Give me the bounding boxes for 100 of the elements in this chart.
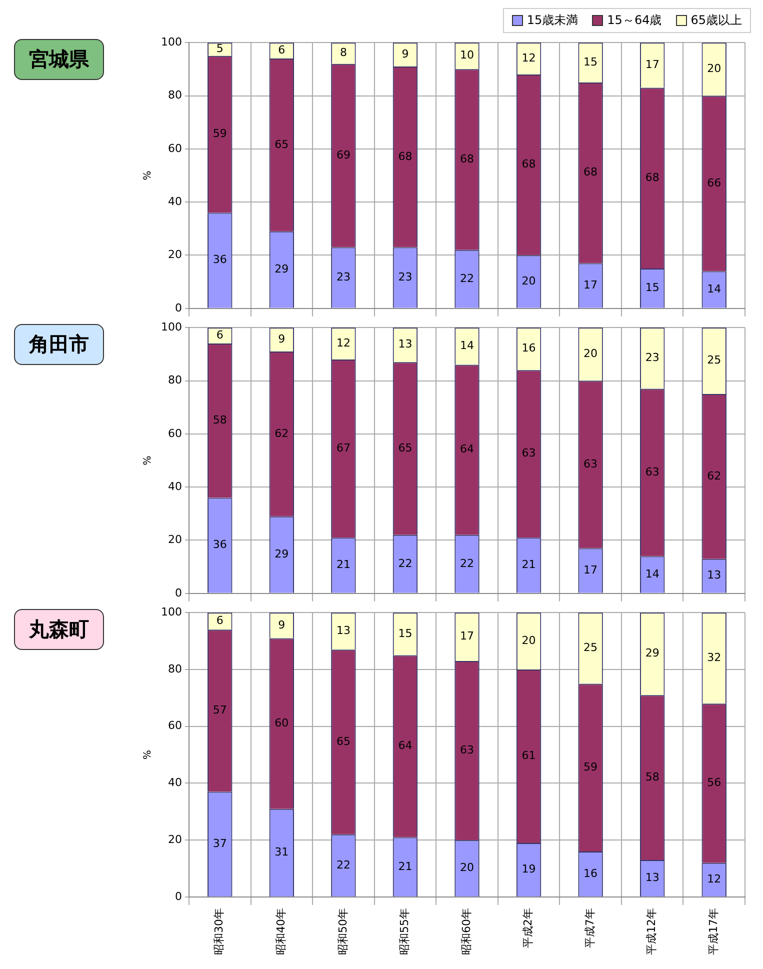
data-label: 20 xyxy=(522,634,536,647)
y-tick-label: 40 xyxy=(168,194,182,208)
x-tick-label: 昭和55年 xyxy=(398,908,412,956)
data-label: 57 xyxy=(212,704,227,717)
x-tick-label: 昭和50年 xyxy=(336,908,350,956)
data-label: 29 xyxy=(274,262,289,276)
data-label: 13 xyxy=(707,568,722,582)
y-tick-label: 80 xyxy=(168,662,182,676)
y-tick-label: 100 xyxy=(160,320,182,334)
data-label: 65 xyxy=(274,138,289,151)
data-label: 5 xyxy=(216,42,224,56)
legend-label: 15～64歳 xyxy=(607,12,662,29)
data-label: 68 xyxy=(584,166,598,179)
data-label: 23 xyxy=(645,351,660,364)
data-label: 69 xyxy=(336,148,350,162)
data-label: 65 xyxy=(336,734,350,748)
y-tick-label: 40 xyxy=(168,776,182,790)
data-label: 68 xyxy=(460,152,474,166)
data-label: 63 xyxy=(522,446,536,460)
legend-label: 15歳未満 xyxy=(526,12,578,29)
data-label: 17 xyxy=(584,278,598,292)
data-label: 6 xyxy=(216,614,224,627)
y-tick-label: 0 xyxy=(174,301,182,314)
data-label: 14 xyxy=(707,282,722,296)
data-label: 12 xyxy=(522,51,536,64)
data-label: 9 xyxy=(402,47,409,60)
data-label: 8 xyxy=(340,46,347,60)
data-label: 37 xyxy=(212,837,227,850)
data-label: 23 xyxy=(398,270,412,284)
data-label: 15 xyxy=(398,626,412,640)
data-label: 32 xyxy=(707,650,722,664)
data-label: 63 xyxy=(460,743,474,756)
data-label: 63 xyxy=(584,457,598,470)
data-label: 63 xyxy=(645,465,660,478)
data-label: 17 xyxy=(460,630,474,643)
y-tick-label: 100 xyxy=(160,605,182,618)
y-axis-title: % xyxy=(142,456,154,466)
y-tick-label: 60 xyxy=(168,426,182,440)
data-label: 13 xyxy=(645,871,660,884)
data-label: 68 xyxy=(522,158,536,171)
y-tick-label: 20 xyxy=(168,832,182,846)
data-label: 14 xyxy=(645,567,660,580)
data-label: 29 xyxy=(274,547,289,560)
y-axis-title: % xyxy=(142,170,154,180)
data-label: 12 xyxy=(336,336,350,350)
data-label: 20 xyxy=(584,347,598,360)
y-tick-label: 80 xyxy=(168,88,182,102)
data-label: 36 xyxy=(212,538,227,552)
data-label: 25 xyxy=(707,354,722,367)
x-tick-label: 昭和30年 xyxy=(212,908,226,956)
data-label: 59 xyxy=(584,760,598,774)
data-label: 20 xyxy=(522,274,536,288)
data-label: 58 xyxy=(645,770,660,784)
data-label: 68 xyxy=(645,171,660,184)
x-tick-label: 平成2年 xyxy=(522,908,535,948)
data-label: 20 xyxy=(707,62,722,76)
data-label: 56 xyxy=(707,776,722,790)
data-label: 22 xyxy=(460,272,474,285)
data-label: 65 xyxy=(398,441,412,454)
y-tick-label: 0 xyxy=(174,890,182,903)
y-tick-label: 60 xyxy=(168,719,182,732)
data-label: 62 xyxy=(274,426,289,440)
data-label: 66 xyxy=(707,176,722,190)
x-tick-label: 平成17年 xyxy=(706,908,720,956)
data-label: 21 xyxy=(336,558,350,572)
data-label: 6 xyxy=(216,328,224,342)
chart-title: 宮城県 xyxy=(14,39,104,80)
data-label: 13 xyxy=(336,624,350,637)
data-label: 25 xyxy=(584,641,598,654)
x-tick-label: 昭和60年 xyxy=(460,908,473,956)
data-label: 15 xyxy=(584,55,598,68)
data-label: 36 xyxy=(212,253,227,266)
data-label: 15 xyxy=(645,281,660,294)
x-tick-label: 昭和40年 xyxy=(274,908,288,956)
data-label: 64 xyxy=(460,442,474,456)
data-label: 17 xyxy=(584,563,598,576)
data-label: 58 xyxy=(212,413,227,426)
y-tick-label: 60 xyxy=(168,142,182,155)
data-label: 68 xyxy=(398,150,412,163)
chart-title: 丸森町 xyxy=(14,609,104,650)
data-label: 6 xyxy=(278,43,286,56)
data-label: 9 xyxy=(278,618,286,632)
y-tick-label: 80 xyxy=(168,374,182,387)
data-label: 16 xyxy=(584,866,598,880)
y-tick-label: 100 xyxy=(160,35,182,48)
x-tick-label: 平成7年 xyxy=(583,908,596,948)
data-label: 22 xyxy=(398,556,412,570)
data-label: 23 xyxy=(336,270,350,284)
data-label: 61 xyxy=(522,749,536,762)
data-label: 31 xyxy=(274,846,289,859)
data-label: 20 xyxy=(460,861,474,874)
data-label: 13 xyxy=(398,338,412,351)
data-label: 22 xyxy=(336,858,350,872)
data-label: 21 xyxy=(398,860,412,873)
y-tick-label: 20 xyxy=(168,248,182,262)
legend-label: 65歳以上 xyxy=(690,12,742,29)
data-label: 12 xyxy=(707,872,722,886)
y-axis-title: % xyxy=(142,750,154,760)
data-label: 10 xyxy=(460,48,474,62)
data-label: 59 xyxy=(212,127,227,140)
